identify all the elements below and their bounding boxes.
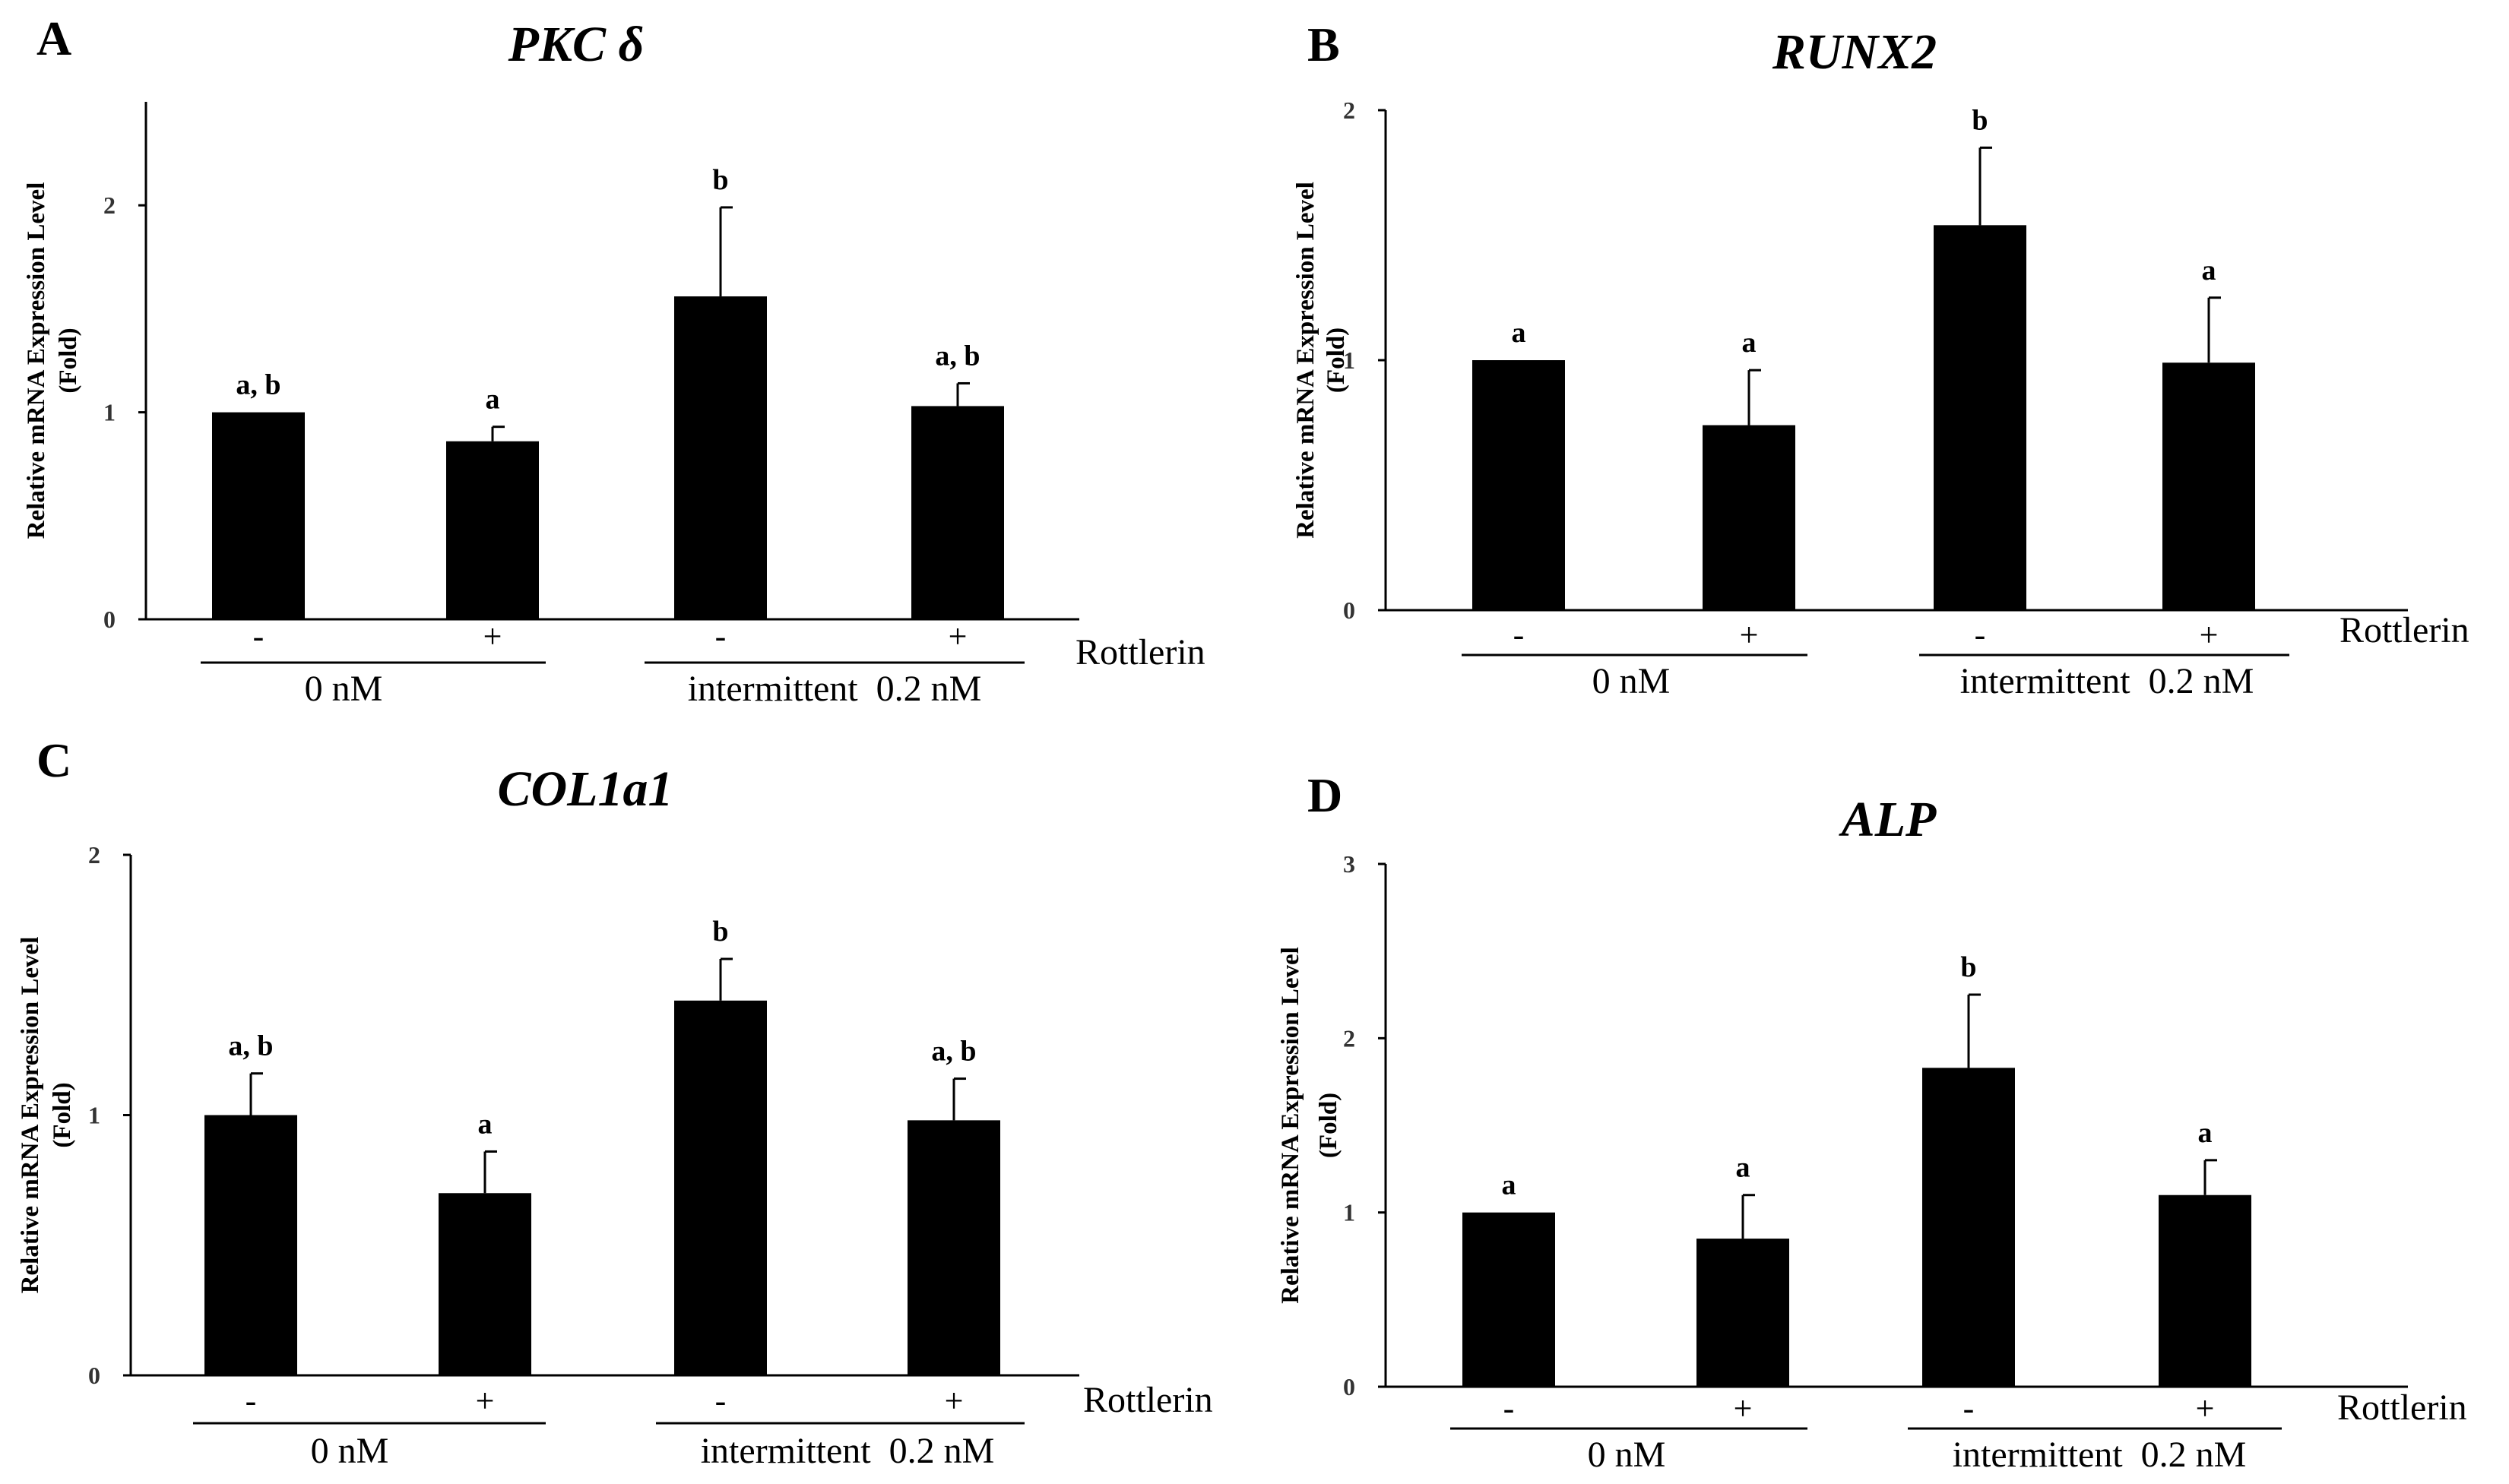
significance-label: a — [486, 384, 500, 416]
bar — [674, 1000, 767, 1375]
category-label: - — [1503, 1390, 1515, 1427]
y-tick-label: 1 — [1343, 1199, 1355, 1226]
y-axis-unit: (Fold) — [1315, 1093, 1342, 1158]
significance-label: a — [478, 1108, 493, 1140]
category-label: - — [246, 1382, 257, 1419]
category-label: - — [715, 1382, 727, 1419]
y-tick-label: 2 — [88, 841, 100, 869]
y-tick-label: 1 — [88, 1102, 100, 1129]
bar — [674, 296, 767, 619]
y-tick-label: 2 — [1343, 1024, 1355, 1052]
category-label: + — [2196, 1390, 2215, 1427]
bar — [212, 412, 305, 619]
y-tick-label: 2 — [103, 191, 116, 219]
chart-title: RUNX2 — [1772, 24, 1937, 80]
significance-label: a — [2198, 1117, 2213, 1149]
y-axis-label: Relative mRNA Expression Level — [17, 937, 44, 1294]
bar — [1696, 1239, 1789, 1387]
bar — [2159, 1194, 2251, 1387]
group-label: intermittent 0.2 nM — [688, 669, 982, 709]
category-label: - — [1975, 616, 1986, 653]
chart-title: COL1a1 — [498, 761, 673, 817]
category-label: + — [476, 1382, 495, 1419]
category-label: + — [1734, 1390, 1753, 1427]
panel-label: A — [36, 11, 71, 65]
y-tick-label: 0 — [1343, 596, 1355, 624]
bar — [1472, 360, 1565, 610]
group-label: intermittent 0.2 nM — [1953, 1435, 2247, 1475]
category-label: - — [1513, 616, 1525, 653]
significance-label: a — [2202, 255, 2216, 286]
bar — [1934, 225, 2026, 610]
bar — [1462, 1212, 1555, 1387]
bar — [446, 441, 539, 619]
category-label: + — [1740, 616, 1759, 653]
treatment-label: Rottlerin — [1083, 1380, 1213, 1420]
y-tick-label: 0 — [1343, 1373, 1355, 1400]
bar — [2162, 362, 2255, 610]
panel-label: C — [36, 733, 71, 787]
significance-label: a — [1512, 317, 1526, 349]
significance-label: a — [1742, 327, 1757, 359]
group-label: 0 nM — [1588, 1435, 1666, 1475]
bar — [439, 1193, 531, 1375]
significance-label: b — [712, 916, 728, 948]
y-tick-label: 3 — [1343, 850, 1355, 878]
treatment-label: Rottlerin — [2337, 1387, 2467, 1428]
category-label: + — [949, 618, 968, 655]
category-label: + — [2200, 616, 2219, 653]
category-label: + — [483, 618, 502, 655]
panel-label: B — [1307, 17, 1340, 71]
category-label: - — [253, 618, 265, 655]
group-label: 0 nM — [1592, 661, 1671, 701]
significance-label: a, b — [236, 369, 280, 401]
y-tick-label: 1 — [1343, 346, 1355, 374]
significance-label: a — [1502, 1169, 1516, 1201]
y-axis-label: Relative mRNA Expression Level — [1277, 947, 1304, 1304]
group-label: 0 nM — [305, 669, 383, 709]
treatment-label: Rottlerin — [2340, 610, 2469, 650]
bar — [1703, 425, 1795, 610]
y-tick-label: 2 — [1343, 97, 1355, 124]
chart-title: PKC δ — [508, 17, 645, 72]
category-label: - — [1963, 1390, 1975, 1427]
y-tick-label: 0 — [88, 1362, 100, 1389]
bar — [908, 1120, 1000, 1375]
y-axis-unit: (Fold) — [1323, 327, 1350, 393]
significance-label: a, b — [228, 1030, 273, 1062]
significance-label: a, b — [931, 1036, 976, 1068]
y-tick-label: 1 — [103, 399, 116, 426]
category-label: + — [945, 1382, 964, 1419]
significance-label: a — [1736, 1152, 1750, 1184]
chart-title: ALP — [1839, 792, 1937, 847]
y-axis-label: Relative mRNA Expression Level — [1292, 182, 1319, 539]
y-axis-unit: (Fold) — [55, 327, 82, 393]
treatment-label: Rottlerin — [1076, 632, 1205, 672]
y-axis-unit: (Fold) — [49, 1082, 76, 1147]
category-label: - — [715, 618, 727, 655]
bar — [911, 406, 1004, 619]
y-axis-label: Relative mRNA Expression Level — [23, 182, 50, 539]
group-label: 0 nM — [311, 1431, 389, 1471]
group-label: intermittent 0.2 nM — [701, 1431, 995, 1471]
significance-label: b — [1960, 951, 1976, 983]
bar — [1922, 1068, 2015, 1387]
panel-label: D — [1307, 768, 1342, 822]
group-label: intermittent 0.2 nM — [1960, 661, 2254, 701]
bar — [204, 1115, 297, 1375]
y-tick-label: 0 — [103, 606, 116, 633]
significance-label: b — [1972, 104, 1988, 136]
significance-label: a, b — [935, 340, 980, 372]
significance-label: b — [712, 164, 728, 196]
